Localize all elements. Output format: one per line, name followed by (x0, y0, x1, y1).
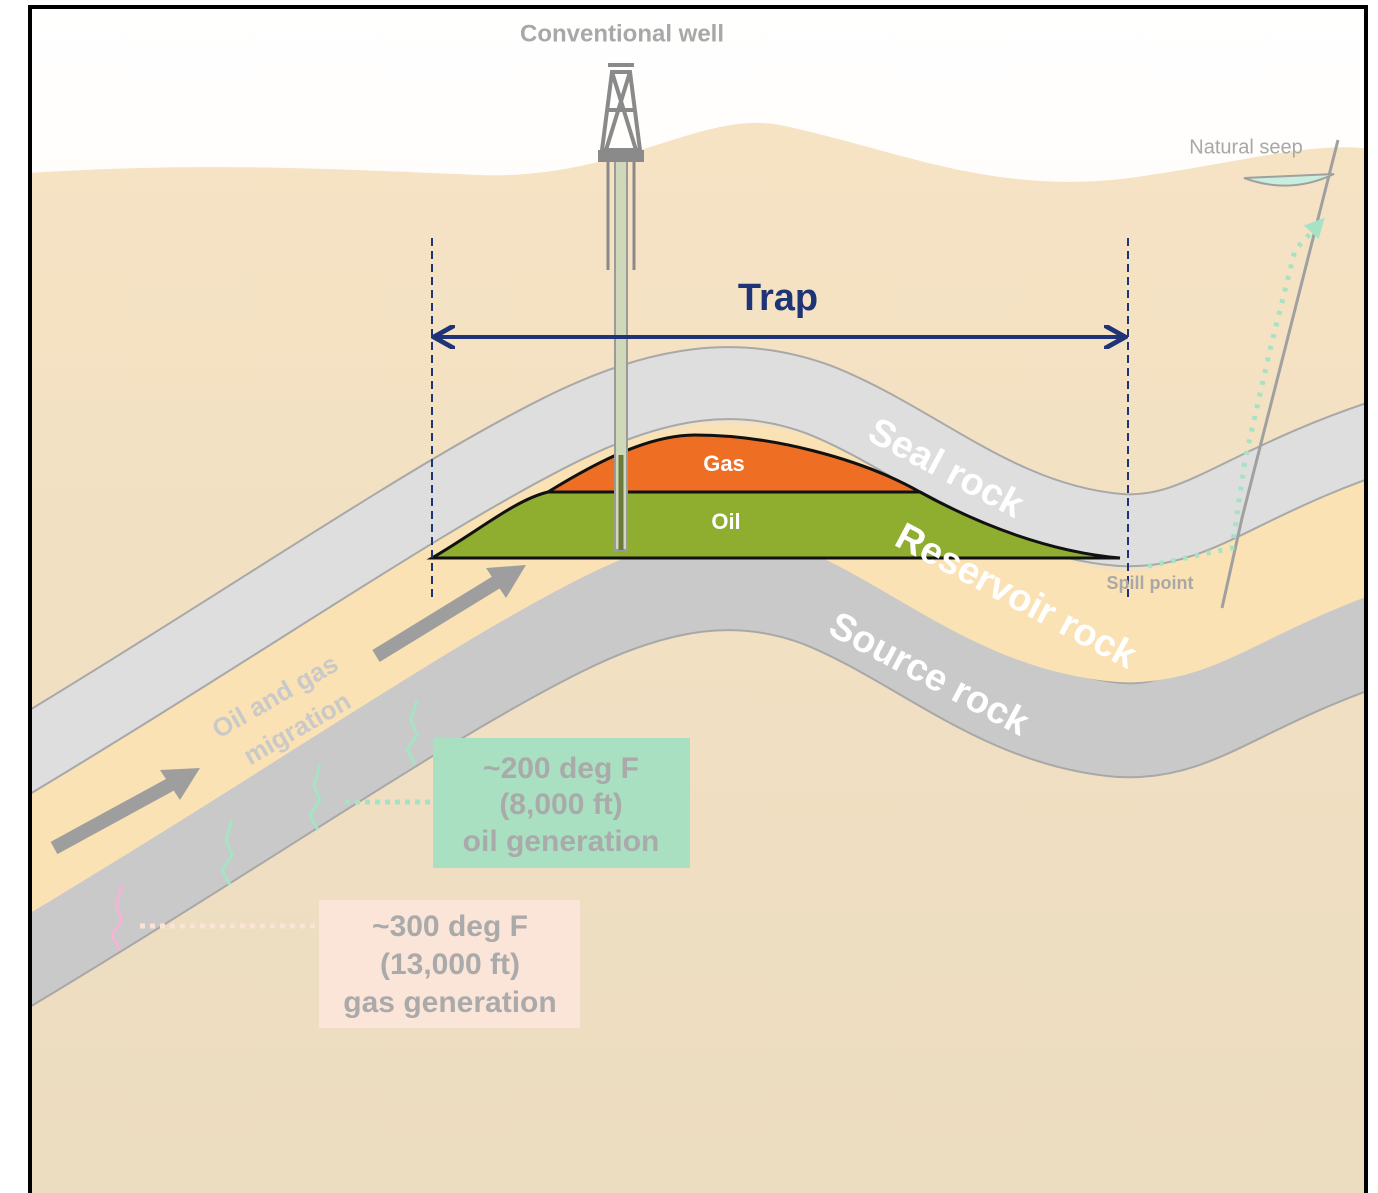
seep-label: Natural seep (1189, 136, 1302, 158)
oil-window-label: oil generation (463, 825, 660, 858)
gas-window-label: ~300 deg F (372, 910, 528, 943)
spill-label: Spill point (1107, 573, 1194, 593)
well-label: Conventional well (520, 20, 724, 47)
gas-label: Gas (703, 451, 745, 476)
oil-window-label: (8,000 ft) (499, 788, 622, 821)
scene: Conventional well Natural seep Trap Gas … (0, 0, 1378, 1193)
oil-window-label: ~200 deg F (483, 752, 639, 785)
trap-label: Trap (738, 277, 818, 319)
gas-window-label: (13,000 ft) (380, 948, 520, 981)
gas-window-label: gas generation (343, 986, 556, 1019)
oil-label: Oil (711, 509, 740, 534)
diagram: Conventional well Natural seep Trap Gas … (0, 0, 1378, 1193)
